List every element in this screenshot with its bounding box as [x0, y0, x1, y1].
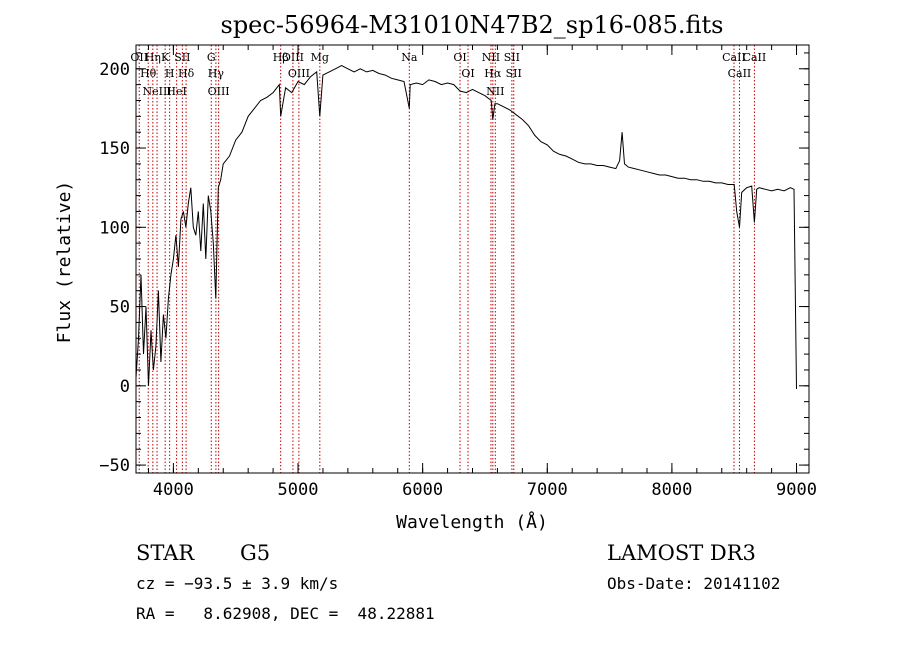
emission-line-label: Hθ — [140, 67, 157, 80]
x-tick-label: 5000 — [278, 480, 319, 500]
emission-line-label: G — [207, 51, 216, 64]
redshift-text: cz = −93.5 ± 3.9 km/s — [136, 574, 338, 593]
emission-line-label: OIII — [208, 85, 230, 98]
emission-line-label: SII — [504, 51, 520, 64]
emission-line-label: OIII — [288, 67, 310, 80]
y-tick-label: 0 — [120, 377, 130, 397]
emission-line-label: OII — [130, 51, 148, 64]
emission-line-label: NII — [482, 51, 500, 64]
y-axis-ticks: −50 0 50 100 150 200 — [99, 52, 809, 476]
x-tick-label: 4000 — [153, 480, 194, 500]
spectrum-line — [135, 65, 797, 390]
emission-line-label: CaII — [743, 51, 767, 64]
emission-line-label: OI — [461, 67, 474, 80]
emission-line-label: HeI — [166, 85, 186, 98]
emission-line-label: CaII — [722, 51, 746, 64]
x-tick-label: 9000 — [776, 480, 817, 500]
x-axis-label: Wavelength (Å) — [396, 511, 548, 533]
y-tick-label: −50 — [99, 456, 130, 476]
x-tick-label: 6000 — [402, 480, 443, 500]
plot-frame — [135, 44, 810, 474]
obs-date-text: Obs-Date: 20141102 — [607, 574, 780, 593]
emission-line-label: Hγ — [208, 67, 225, 80]
ra-dec-text: RA = 8.62908, DEC = 48.22881 — [136, 604, 435, 623]
survey-label: LAMOST DR3 — [607, 541, 756, 565]
object-subclass: G5 — [240, 541, 270, 565]
emission-line-label: K — [161, 51, 170, 64]
emission-line-label: OIII — [282, 51, 304, 64]
emission-line-label: NII — [486, 85, 504, 98]
emission-line-label: NeIII — [142, 85, 171, 98]
emission-line-label: Hη — [145, 51, 161, 64]
emission-line-label: CaII — [728, 67, 752, 80]
y-tick-label: 100 — [99, 218, 130, 238]
emission-line-label: Na — [401, 51, 418, 64]
y-tick-label: 50 — [110, 298, 130, 318]
emission-line-label: Hδ — [178, 67, 195, 80]
emission-lines — [138, 45, 755, 473]
y-tick-label: 150 — [99, 139, 130, 159]
emission-line-label: Hβ — [273, 51, 289, 64]
emission-line-label: H — [165, 67, 175, 80]
line-labels: OIIHθHηNeIIIKHHeISIIHδGHγOIIIHβOIIIOIIIM… — [130, 51, 766, 98]
x-tick-label: 8000 — [651, 480, 692, 500]
emission-line-label: OI — [453, 51, 466, 64]
emission-line-label: SII — [174, 51, 190, 64]
x-tick-label: 7000 — [527, 480, 568, 500]
emission-line-label: Mg — [311, 51, 329, 64]
y-tick-label: 200 — [99, 60, 130, 80]
chart-title: spec-56964-M31010N47B2_sp16-085.fits — [221, 11, 724, 39]
object-class: STAR — [136, 541, 195, 565]
x-axis-ticks: 4000 5000 6000 7000 8000 9000 — [147, 45, 817, 500]
emission-line-label: Hα — [484, 67, 502, 80]
y-axis-label: Flux (relative) — [54, 181, 75, 344]
emission-line-label: SII — [506, 67, 522, 80]
